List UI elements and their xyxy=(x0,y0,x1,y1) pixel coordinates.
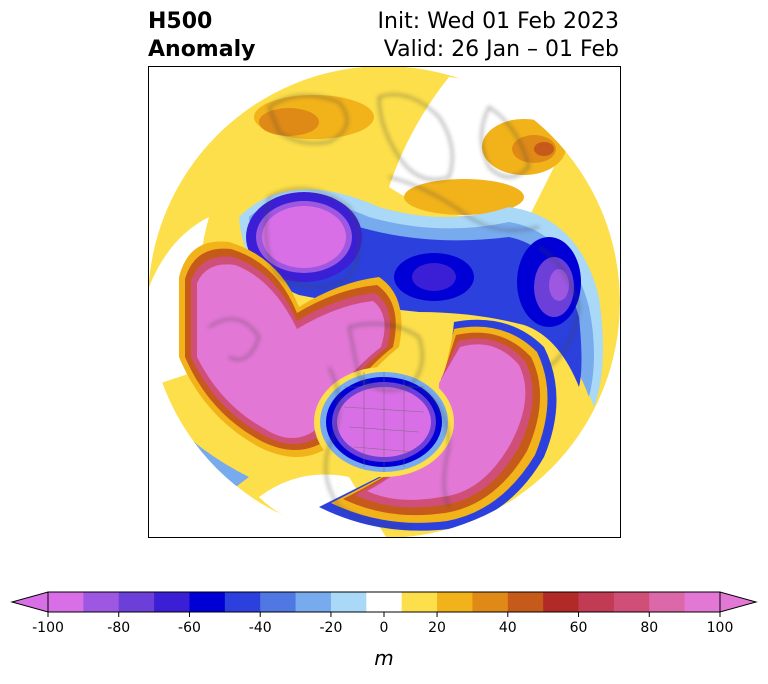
colorbar-bin xyxy=(649,592,686,612)
colorbar-tick-label: 0 xyxy=(380,620,389,634)
colorbar-extend-min xyxy=(10,591,49,613)
colorbar-extend-max xyxy=(719,591,758,613)
anomaly-contours xyxy=(149,67,620,537)
colorbar-bin xyxy=(507,592,544,612)
colorbar-tick-label: 100 xyxy=(707,620,734,634)
colorbar-tick-label: 60 xyxy=(570,620,588,634)
map-title-left: H500 Anomaly xyxy=(148,8,255,64)
coastlines xyxy=(208,93,580,528)
colorbar-bin xyxy=(154,592,190,612)
colorbar-tick-label: -60 xyxy=(178,620,201,634)
colorbar-tick-label: 80 xyxy=(640,620,658,634)
init-time: Init: Wed 01 Feb 2023 xyxy=(377,9,619,34)
colorbar-bin xyxy=(401,592,438,612)
colorbar-tick-label: -100 xyxy=(32,620,64,634)
colorbar-bin xyxy=(578,592,615,612)
title-field: Anomaly xyxy=(148,37,256,62)
colorbar-tick-label: 40 xyxy=(499,620,517,634)
colorbar-bin xyxy=(48,592,84,612)
colorbar-tick-label: -40 xyxy=(249,620,272,634)
colorbar-bin xyxy=(224,592,261,612)
colorbar-bin xyxy=(260,592,297,612)
colorbar: -100 -80 -60 -40 -20 0 20 40 60 80 100 xyxy=(10,591,758,634)
colorbar-bin xyxy=(437,592,473,612)
units-label: m xyxy=(374,646,394,670)
colorbar-bin xyxy=(366,592,403,612)
anomaly-map xyxy=(148,66,621,538)
map-title-right: Init: Wed 01 Feb 2023 Valid: 26 Jan – 01… xyxy=(378,8,619,64)
state-borders xyxy=(343,372,425,472)
colorbar-tick-label: -20 xyxy=(320,620,343,634)
colorbar-bin xyxy=(613,592,650,612)
colorbar-bin xyxy=(189,592,226,612)
title-variable: H500 xyxy=(148,9,213,34)
colorbar-bin xyxy=(472,592,509,612)
valid-period: Valid: 26 Jan – 01 Feb xyxy=(383,37,619,62)
colorbar-bin xyxy=(543,592,580,612)
colorbar-tick-label: -80 xyxy=(107,620,130,634)
colorbar-tick-label: 20 xyxy=(428,620,446,634)
colorbar-bin xyxy=(330,592,367,612)
colorbar-bin xyxy=(295,592,332,612)
colorbar-bin xyxy=(684,592,721,612)
colorbar-bin xyxy=(83,592,120,612)
colorbar-bin xyxy=(118,592,155,612)
